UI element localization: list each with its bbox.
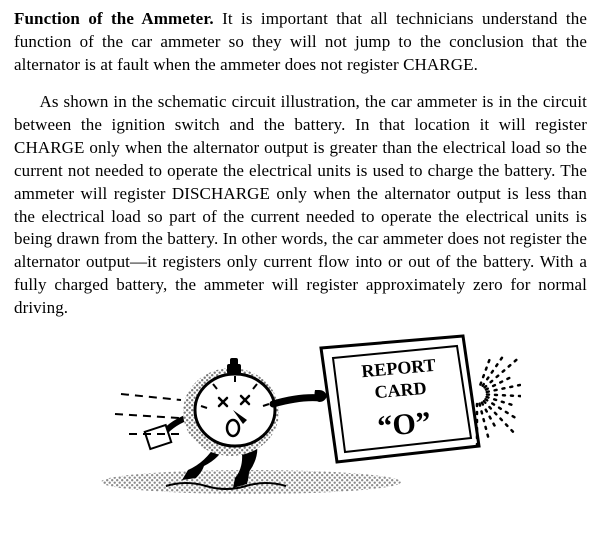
ammeter-cartoon-illustration: REPORT CARD “O” xyxy=(81,334,521,494)
ammeter-character xyxy=(144,358,326,488)
small-paper-icon xyxy=(144,425,170,449)
ground-shadow xyxy=(101,470,401,494)
document-page: Function of the Ammeter. It is important… xyxy=(0,0,601,494)
report-card-grade: “O” xyxy=(376,406,432,444)
motion-lines xyxy=(477,356,521,446)
report-card: REPORT CARD “O” xyxy=(321,336,479,462)
section-heading: Function of the Ammeter. xyxy=(14,9,214,28)
paragraph-2: As shown in the schematic circuit illust… xyxy=(14,91,587,320)
paragraph-1: Function of the Ammeter. It is important… xyxy=(14,8,587,77)
